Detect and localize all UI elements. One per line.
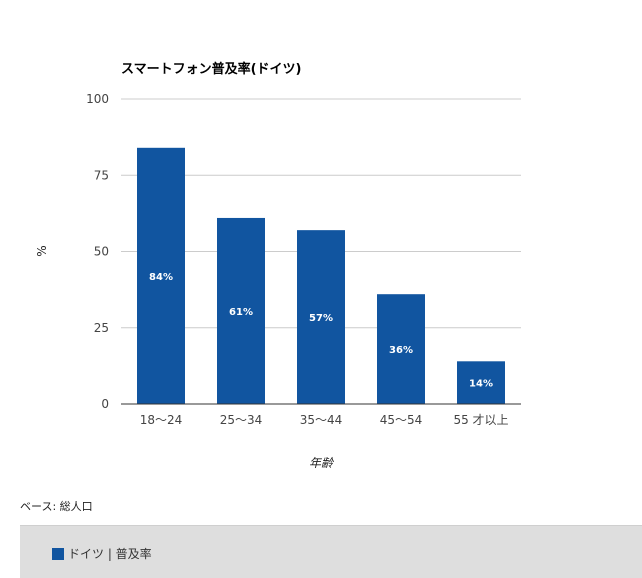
bar-data-label: 36% <box>389 345 413 356</box>
bars <box>137 147 505 405</box>
bar <box>377 294 425 404</box>
bar <box>457 361 505 404</box>
bar-chart: スマートフォン普及率(ドイツ) 0 25 50 75 100 84% 61% 57% 36% 1… <box>35 61 521 470</box>
bar-data-label: 57% <box>309 313 333 324</box>
x-tick-label: 45〜54 <box>380 413 423 427</box>
data-labels: 84% 61% 57% 36% 14% <box>149 272 493 390</box>
y-tick-label: 50 <box>94 245 109 259</box>
bar-data-label: 84% <box>149 272 173 283</box>
y-tick-label: 75 <box>94 168 109 182</box>
legend-swatch-icon <box>52 547 64 560</box>
chart-title: スマートフォン普及率(ドイツ) <box>121 61 302 77</box>
y-tick-label: 25 <box>94 321 109 335</box>
x-tick-label: 35〜44 <box>300 413 343 427</box>
bar <box>297 230 345 404</box>
x-axis-title: 年齢 <box>309 456 335 470</box>
bar-data-label: 14% <box>469 379 493 390</box>
y-tick-label: 0 <box>101 397 109 411</box>
y-tick-label: 100 <box>86 92 109 106</box>
x-tick-label: 18〜24 <box>140 413 183 427</box>
x-tick-label: 55 才以上 <box>453 413 508 427</box>
x-axis-tick-labels: 18〜24 25〜34 35〜44 45〜54 55 才以上 <box>140 413 509 427</box>
chart-footnote: ベース: 総人口 <box>20 500 93 513</box>
x-tick-label: 25〜34 <box>220 413 263 427</box>
legend-panel: ドイツ | 普及率 <box>20 525 642 578</box>
y-axis-title: % <box>35 245 49 256</box>
bar-data-label: 61% <box>229 307 253 318</box>
legend-item[interactable]: ドイツ | 普及率 <box>52 545 152 562</box>
bar <box>217 217 265 404</box>
legend-label: ドイツ | 普及率 <box>68 547 152 561</box>
y-axis-tick-labels: 0 25 50 75 100 <box>86 92 109 411</box>
bar <box>137 147 185 405</box>
